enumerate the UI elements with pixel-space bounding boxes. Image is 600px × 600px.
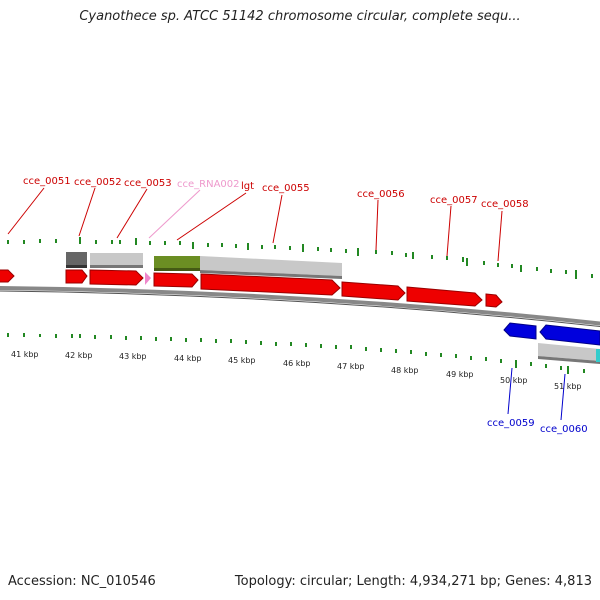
feature-grey-0052-shadow [90, 265, 143, 268]
kbp-label-43: 43 kbp [119, 352, 147, 361]
feature-green-shadow [154, 268, 200, 271]
gene-arrow-0052[interactable] [89, 269, 144, 286]
chromosome-backbone-shadow [0, 290, 600, 327]
feature-dark[interactable] [66, 252, 87, 265]
chromosome-backbone [0, 286, 600, 326]
gene-arrow-0052a[interactable] [65, 269, 88, 284]
gene-label-cce_0059[interactable]: cce_0059 [487, 418, 535, 429]
leader-lines [7, 187, 566, 421]
feature-grey-0055-shadow [200, 270, 342, 279]
feature-grey-0060-shadow [538, 356, 600, 364]
feature-dark-shadow [66, 265, 87, 268]
gene-label-lgt[interactable]: lgt [241, 181, 254, 192]
feature-cyan[interactable] [596, 349, 600, 362]
gene-arrow-0058[interactable] [485, 293, 503, 308]
gene-arrow-0060[interactable] [539, 324, 600, 346]
accession-text: Accession: NC_010546 [8, 574, 156, 589]
feature-track-lower [538, 343, 600, 364]
lower-tick-track [7, 333, 585, 374]
gene-label-cce_0053[interactable]: cce_0053 [124, 178, 172, 189]
gene-arrow-0059[interactable] [503, 322, 537, 340]
forward-gene-track [0, 269, 503, 308]
gene-arrow-0051[interactable] [0, 269, 15, 283]
kbp-label-46: 46 kbp [283, 359, 311, 368]
kbp-label-45: 45 kbp [228, 356, 256, 365]
rna-arrow-RNA002[interactable] [145, 272, 151, 285]
feature-green-lgt[interactable] [154, 256, 200, 268]
gene-label-cce_0052[interactable]: cce_0052 [74, 177, 122, 188]
gene-arrow-0055a[interactable] [153, 272, 199, 288]
kbp-label-49: 49 kbp [446, 370, 474, 379]
kbp-label-51: 51 kbp [554, 382, 582, 391]
gene-arrow-0055[interactable] [200, 273, 341, 296]
feature-track-upper [66, 252, 342, 279]
genome-summary-text: Topology: circular; Length: 4,934,271 bp… [234, 574, 592, 589]
map-title: Cyanothece sp. ATCC 51142 chromosome cir… [79, 9, 521, 24]
feature-grey-0052[interactable] [90, 253, 143, 265]
gene-label-cce_0057[interactable]: cce_0057 [430, 195, 478, 206]
reverse-gene-track [503, 322, 600, 346]
kbp-label-48: 48 kbp [391, 366, 419, 375]
gene-label-cce_RNA002[interactable]: cce_RNA002 [177, 179, 240, 190]
kbp-label-50: 50 kbp [500, 376, 528, 385]
gene-label-cce_0051[interactable]: cce_0051 [23, 176, 71, 187]
kbp-label-47: 47 kbp [337, 362, 365, 371]
gene-label-cce_0055[interactable]: cce_0055 [262, 183, 310, 194]
gene-arrow-0056[interactable] [341, 281, 406, 301]
gene-label-cce_0060[interactable]: cce_0060 [540, 424, 588, 435]
feature-grey-0055[interactable] [200, 256, 342, 276]
gene-label-cce_0056[interactable]: cce_0056 [357, 189, 405, 200]
feature-grey-0060[interactable] [538, 343, 600, 361]
upper-tick-track [7, 237, 593, 279]
kbp-label-42: 42 kbp [65, 351, 93, 360]
gene-label-cce_0058[interactable]: cce_0058 [481, 199, 529, 210]
kbp-label-41: 41 kbp [11, 350, 39, 359]
gene-arrow-0057[interactable] [406, 286, 483, 307]
kbp-label-44: 44 kbp [174, 354, 202, 363]
